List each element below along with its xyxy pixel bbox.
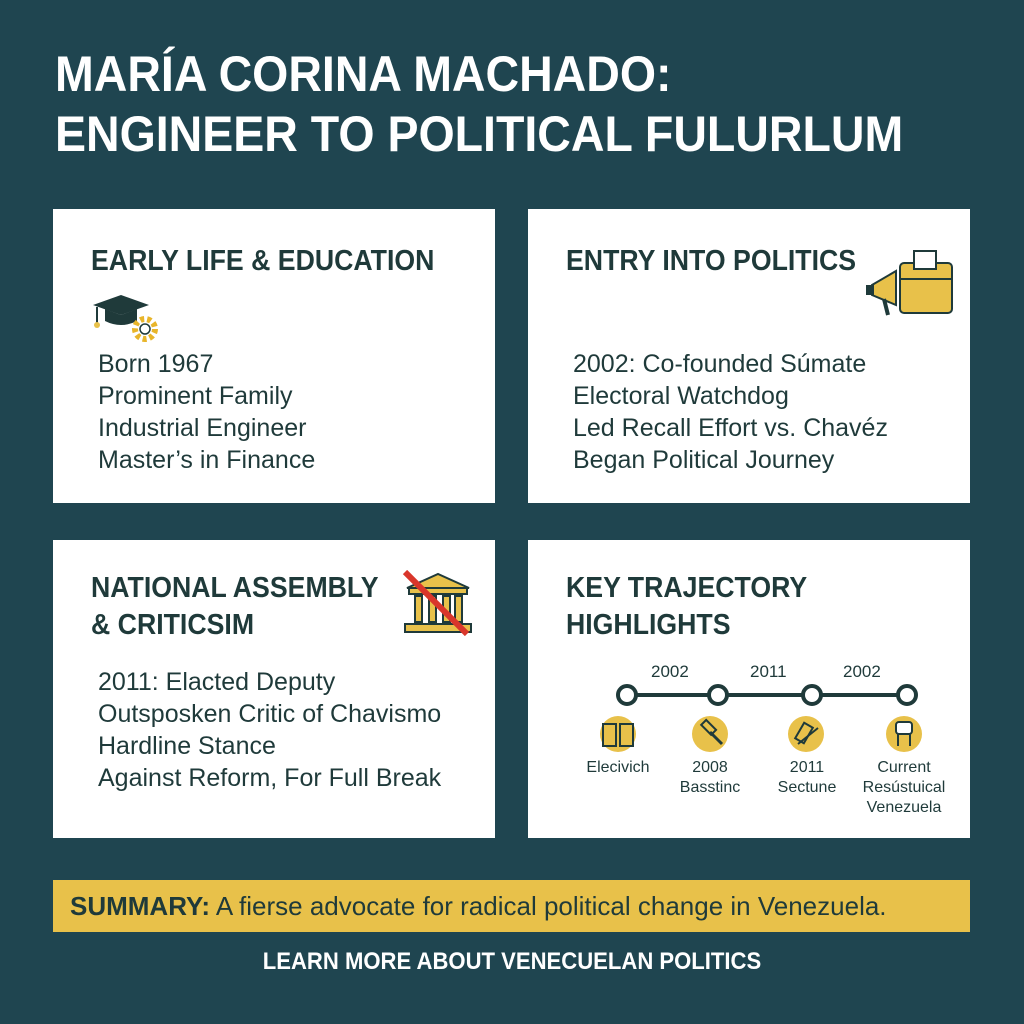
summary-label: SUMMARY: [70,891,211,921]
gavel-icon [692,716,728,752]
milestone-label: Current Resústuical Venezuela [849,758,959,818]
card-heading-line: HIGHLIGHTS [566,609,731,641]
card-key-trajectory: KEY TRAJECTORY HIGHLIGHTS [528,540,970,838]
card-early-life: EARLY LIFE & EDUCATION Born 1967 Promine… [53,209,495,503]
milestone-label-line: Basstinc [679,779,741,796]
card-entry-politics: ENTRY INTO POLITICS 2002: Co-founded Súm… [528,209,970,503]
card-line: Electoral Watchdog [573,382,789,410]
timeline-node [707,684,729,706]
milestone-label: 2008 Basstinc [655,758,765,798]
book-icon [600,716,636,752]
megaphone-ballot-box-icon [866,250,953,316]
card-line: 2011: Elacted Deputy [98,668,336,696]
card-heading: KEY TRAJECTORY HIGHLIGHTS [566,570,807,644]
summary-banner: SUMMARY: A fierse advocate for radical p… [53,880,970,932]
card-heading-line: NATIONAL ASSEMBLY [91,572,379,604]
timeline-year: 2002 [651,662,689,681]
timeline-year: 2002 [843,662,881,681]
title-line-2: ENGINEER TO POLITICAL FULURLUM [55,106,904,162]
card-heading: EARLY LIFE & EDUCATION [91,245,435,277]
card-national-assembly: NATIONAL ASSEMBLY & CRITICSIM 2011: Elac… [53,540,495,838]
milestone-label-line: Resústuical [862,779,946,796]
milestone-label-line: Current [877,759,931,776]
card-line: Against Reform, For Full Break [98,764,442,792]
timeline-node [801,684,823,706]
milestone-label-line: Elecivich [586,759,650,776]
card-line: Led Recall Effort vs. Chavéz [573,414,888,442]
learn-more-link[interactable]: LEARN MORE ABOUT VENECUELAN POLITICS [262,948,762,975]
page-title: MARÍA CORINA MACHADO: ENGINEER TO POLITI… [55,44,903,164]
crossed-out-parliament-icon [402,570,472,636]
card-line: Began Political Journey [573,446,835,474]
card-heading-line: KEY TRAJECTORY [566,572,808,604]
card-line: Prominent Family [98,382,293,410]
document-pen-icon [788,716,824,752]
card-heading-line: & CRITICSIM [91,609,255,641]
card-line: Born 1967 [98,350,214,378]
timeline-year: 2011 [750,662,787,681]
milestone-label-line: 2008 [692,759,728,776]
card-line: Outsposken Critic of Chavismo [98,700,442,728]
milestone-label-line: Venezuela [866,799,942,816]
timeline-node [616,684,638,706]
milestone-label: Elecivich [563,758,673,778]
graduation-cap-gear-icon [93,295,158,342]
milestone-label: 2011 Sectune [752,758,862,798]
milestone-label-line: 2011 [789,759,825,776]
card-line: Industrial Engineer [98,414,307,442]
raised-fist-icon [886,716,922,752]
card-line: Master’s in Finance [98,446,316,474]
summary-text: A fierse advocate for radical political … [210,891,887,921]
card-line: Hardline Stance [98,732,276,760]
milestone-label-line: Sectune [777,779,837,796]
card-line: 2002: Co-founded Súmate [573,350,867,378]
card-heading: ENTRY INTO POLITICS [566,245,857,277]
card-heading: NATIONAL ASSEMBLY & CRITICSIM [91,570,379,644]
title-line-1: MARÍA CORINA MACHADO: [55,46,672,102]
timeline-node [896,684,918,706]
